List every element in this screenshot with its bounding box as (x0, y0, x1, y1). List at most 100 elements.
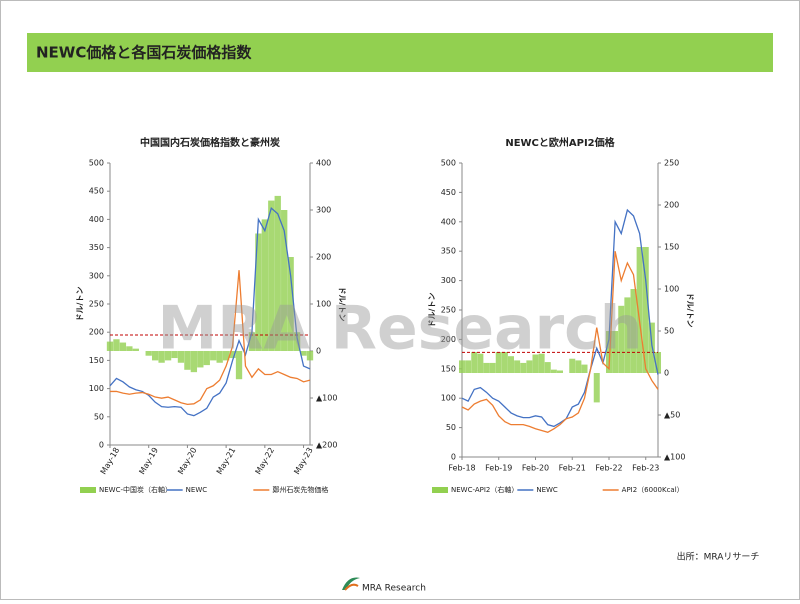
area-bar (471, 352, 478, 373)
area-bar (235, 351, 243, 380)
area-bar (119, 342, 127, 351)
y-tick-label: 0 (99, 441, 104, 450)
area-bar (612, 331, 619, 373)
y-tick-label: 200 (441, 335, 456, 344)
y-tick-label: 300 (89, 271, 104, 280)
legend-swatch (432, 487, 448, 493)
y-axis-label: ドル/トン (428, 293, 437, 328)
area-bar (197, 351, 204, 368)
line (110, 270, 311, 406)
area-bar (261, 219, 268, 351)
y-tick-label: 50 (94, 412, 104, 421)
area-bar (171, 351, 178, 359)
y-tick-label: 250 (89, 300, 104, 309)
area-bar (575, 360, 582, 373)
area-bar (544, 362, 551, 373)
area-bar (495, 352, 502, 373)
area-bar (556, 370, 564, 373)
area-bar (158, 351, 165, 363)
area-bar (300, 351, 307, 356)
y2-axis-label: ドル/トン (686, 293, 695, 328)
y2-tick-label: ▲100 (664, 453, 685, 462)
legend-label: NEWC (186, 486, 208, 494)
y2-tick-label: 300 (316, 206, 331, 215)
area-bar (164, 351, 172, 361)
y2-tick-label: 100 (316, 300, 331, 309)
area-bar (581, 364, 588, 373)
x-tick-label: Feb-21 (559, 464, 586, 473)
area-bar (538, 353, 545, 373)
area-bar (293, 332, 301, 351)
area-bar (624, 297, 631, 373)
x-tick-label: Feb-19 (485, 464, 512, 473)
y-tick-label: 400 (89, 215, 104, 224)
area-bar (145, 351, 152, 356)
watermark: MRA Research (158, 294, 643, 364)
y-tick-label: 350 (441, 247, 456, 256)
y-axis-label: ドル/トン (76, 287, 85, 322)
area-bar (654, 352, 662, 373)
area-bar (132, 348, 139, 351)
header-bar (27, 33, 773, 72)
y-tick-label: 50 (446, 423, 456, 432)
line (461, 208, 659, 428)
area-bar (520, 362, 527, 373)
chart-title: 中国国内石炭価格指数と豪州炭 (140, 136, 280, 149)
x-tick-label: Feb-18 (448, 464, 475, 473)
area-bar (222, 351, 230, 361)
area-bar (177, 351, 185, 363)
y2-tick-label: 0 (664, 369, 669, 378)
y2-tick-label: 100 (664, 285, 679, 294)
area-bar (550, 369, 557, 373)
y2-tick-label: 200 (316, 253, 331, 262)
y-tick-label: 150 (441, 364, 456, 373)
area-bar (255, 233, 262, 351)
area-bar (216, 351, 223, 363)
area-bar (184, 351, 191, 370)
area-bar (281, 210, 288, 351)
y-tick-label: 500 (441, 159, 456, 168)
y-tick-label: 450 (89, 187, 104, 196)
y-tick-label: 250 (441, 306, 456, 315)
y-tick-label: 300 (441, 276, 456, 285)
area-bar (489, 362, 496, 373)
y-tick-label: 150 (89, 356, 104, 365)
area-bar (636, 247, 643, 373)
area-bar (532, 354, 539, 373)
y-tick-label: 500 (89, 159, 104, 168)
area-bar (126, 346, 133, 351)
area-bar (306, 351, 314, 361)
line (461, 251, 659, 434)
area-bar (106, 341, 114, 351)
y-tick-label: 0 (451, 453, 456, 462)
y2-tick-label: 50 (664, 327, 674, 336)
legend-label: 鄭州石炭先物価格 (272, 485, 328, 494)
y-tick-label: 450 (441, 188, 456, 197)
legend-label: NEWC (536, 486, 558, 494)
x-tick-label: Feb-23 (632, 464, 659, 473)
y2-axis-label: ドル/トン (338, 287, 347, 322)
legend-label: NEWC-中国炭（右軸） (99, 485, 172, 494)
logo-icon (342, 577, 360, 591)
y2-tick-label: 250 (664, 159, 679, 168)
area-bar (593, 373, 600, 403)
y-tick-label: 100 (89, 384, 104, 393)
area-bar (229, 351, 236, 359)
y2-tick-label: ▲50 (664, 411, 680, 420)
area-bar (152, 351, 159, 361)
y2-tick-label: 0 (316, 347, 321, 356)
y-tick-label: 100 (441, 394, 456, 403)
logo-text: MRA Research (362, 584, 426, 594)
area-bar (642, 247, 649, 373)
header-title: NEWC価格と各国石炭価格指数 (36, 44, 252, 62)
y-tick-label: 400 (441, 217, 456, 226)
area-bar (526, 360, 533, 373)
legend-swatch (80, 487, 96, 493)
y2-tick-label: ▲200 (316, 441, 337, 450)
area-bar (618, 305, 625, 373)
area-bar (287, 257, 294, 351)
x-tick-label: Feb-20 (522, 464, 549, 473)
area-bar (210, 351, 217, 361)
area-bar (113, 339, 120, 351)
